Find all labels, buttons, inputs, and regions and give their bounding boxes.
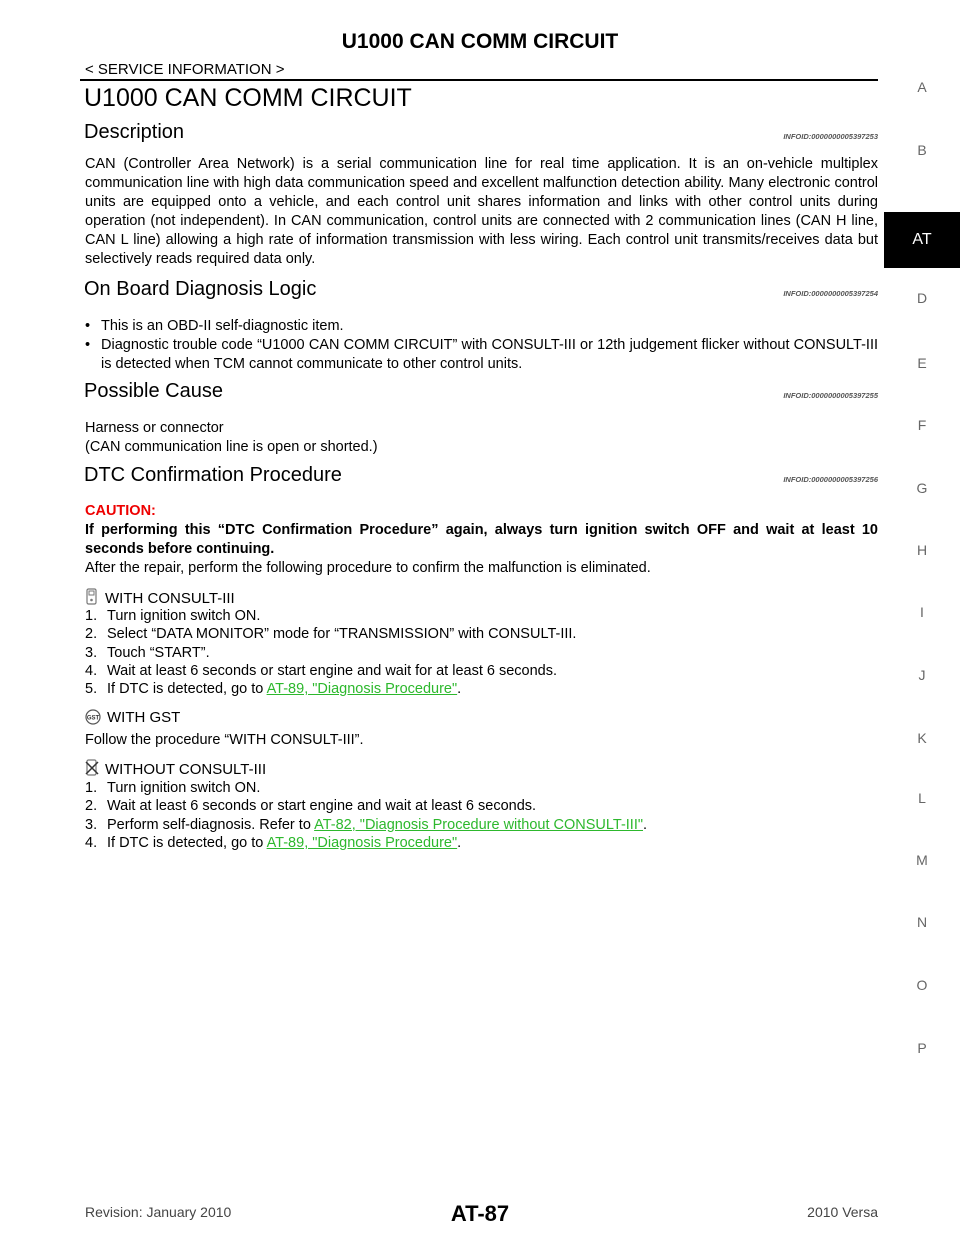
- procedure-title-text: WITH CONSULT-III: [105, 590, 235, 607]
- step-number: 3.: [85, 644, 98, 661]
- section-heading: DTC Confirmation Procedure INFOID:0000000…: [84, 464, 878, 487]
- side-index: M: [916, 852, 928, 868]
- heading-text: DTC Confirmation Procedure: [84, 464, 342, 486]
- step-number: 4.: [85, 662, 98, 679]
- info-id: INFOID:0000000005397253: [783, 132, 878, 141]
- section-heading: Description INFOID:0000000005397253: [84, 121, 878, 144]
- side-index: P: [917, 1040, 927, 1056]
- side-index: N: [916, 914, 928, 930]
- step-text: Perform self-diagnosis. Refer to: [107, 816, 315, 833]
- page-number: AT-87: [450, 1201, 510, 1226]
- step: 1. Turn ignition switch ON.: [85, 607, 878, 625]
- footer-revision: Revision: January 2010: [85, 1204, 232, 1220]
- svg-text:GST: GST: [87, 716, 100, 722]
- caution-label: CAUTION:: [85, 503, 156, 519]
- side-index: B: [917, 142, 927, 158]
- step-number: 4.: [85, 834, 98, 851]
- heading-text: Description: [84, 121, 185, 143]
- step-end: .: [457, 834, 462, 851]
- info-id: INFOID:0000000005397255: [783, 391, 878, 400]
- reference-link[interactable]: AT-89, "Diagnosis Procedure": [266, 681, 458, 698]
- header-section: < SERVICE INFORMATION >: [85, 61, 285, 78]
- caution-block: CAUTION: If performing this “DTC Confirm…: [85, 502, 878, 578]
- reference-link[interactable]: AT-89, "Diagnosis Procedure": [266, 834, 458, 851]
- step: 1. Turn ignition switch ON.: [85, 779, 878, 797]
- step-text: If DTC is detected, go to: [107, 834, 267, 851]
- step: 3. Perform self-diagnosis. Refer to AT-82…: [85, 816, 878, 834]
- intro-text: After the repair, perform the following …: [85, 560, 651, 576]
- side-index: G: [916, 480, 928, 496]
- step-end: .: [457, 681, 462, 698]
- side-index: F: [917, 417, 927, 433]
- step: 4. Wait at least 6 seconds or start engin…: [85, 662, 878, 680]
- step: 5. If DTC is detected, go to AT-89, "Diag…: [85, 680, 878, 698]
- procedure-title: GST WITH GST: [85, 709, 180, 726]
- info-id: INFOID:0000000005397256: [783, 475, 878, 484]
- gst-icon: GST: [85, 709, 101, 725]
- step-list: 1. Turn ignition switch ON. 2. Select “DAT…: [85, 607, 878, 698]
- text-line: (CAN communication line is open or short…: [85, 439, 378, 455]
- heading-text: Possible Cause: [84, 380, 223, 402]
- header-rule: [80, 79, 878, 81]
- step-end: .: [643, 816, 648, 833]
- header-title: U1000 CAN COMM CIRCUIT: [341, 30, 619, 53]
- procedure-title: WITH CONSULT-III: [85, 588, 235, 607]
- side-index: L: [918, 790, 926, 806]
- footer-model: 2010 Versa: [807, 1204, 878, 1220]
- procedure-title-text: WITH GST: [107, 709, 181, 726]
- step-text: Touch “START”.: [107, 644, 210, 661]
- reference-link[interactable]: AT-82, "Diagnosis Procedure without CONS…: [314, 816, 644, 833]
- side-index: O: [916, 977, 928, 993]
- side-index: J: [918, 667, 926, 683]
- info-id: INFOID:0000000005397254: [783, 289, 878, 298]
- step-text: Wait at least 6 seconds or start engine …: [107, 662, 558, 679]
- step-number: 3.: [85, 816, 98, 833]
- step-list: 1. Turn ignition switch ON. 2. Wait at lea…: [85, 779, 878, 852]
- text-line: Follow the procedure “WITH CONSULT-III”.: [85, 732, 364, 748]
- step-number: 5.: [85, 681, 98, 698]
- step-text: If DTC is detected, go to: [107, 681, 267, 698]
- step-number: 1.: [85, 608, 98, 624]
- step-number: 1.: [85, 780, 98, 796]
- side-index: D: [916, 290, 928, 306]
- bullet-list: This is an OBD-II self-diagnostic item. …: [85, 317, 878, 374]
- side-index: H: [916, 542, 928, 558]
- procedure-title-text: WITHOUT CONSULT-III: [105, 761, 267, 778]
- step: 4. If DTC is detected, go to AT-89, "Diag…: [85, 834, 878, 852]
- step: 2. Wait at least 6 seconds or start engin…: [85, 797, 878, 815]
- side-index: E: [917, 355, 927, 371]
- bullet: This is an OBD-II self-diagnostic item.: [85, 317, 878, 336]
- consult-icon: [86, 588, 97, 605]
- step-text: Turn ignition switch ON.: [107, 608, 261, 624]
- without-consult-icon: [85, 759, 99, 776]
- text-block: Harness or connector (CAN communication …: [85, 419, 878, 457]
- heading-text: On Board Diagnosis Logic: [84, 278, 317, 300]
- procedure-title: WITHOUT CONSULT-III: [85, 759, 266, 778]
- side-index-active: AT: [884, 212, 960, 268]
- page-title: U1000 CAN COMM CIRCUIT: [84, 84, 412, 112]
- section-heading: Possible Cause INFOID:0000000005397255: [84, 380, 878, 403]
- step-text: Turn ignition switch ON.: [107, 780, 261, 796]
- paragraph: CAN (Controller Area Network) is a seria…: [85, 156, 878, 267]
- step: 3. Touch “START”.: [85, 644, 878, 662]
- side-index: I: [920, 604, 924, 620]
- section-heading: On Board Diagnosis Logic INFOID:000000000…: [84, 278, 878, 301]
- step-text: Select “DATA MONITOR” mode for “TRANSMIS…: [107, 626, 577, 643]
- caution-text: If performing this “DTC Confirmation Pro…: [85, 522, 878, 557]
- text-line: Harness or connector: [85, 420, 224, 436]
- step-number: 2.: [85, 798, 98, 815]
- step: 2. Select “DATA MONITOR” mode for “TRANSM…: [85, 625, 878, 643]
- step-number: 2.: [85, 626, 98, 643]
- step-text: Wait at least 6 seconds or start engine …: [107, 798, 537, 815]
- bullet: Diagnostic trouble code “U1000 CAN COMM …: [85, 336, 878, 374]
- side-index: A: [917, 79, 927, 95]
- side-index: K: [917, 730, 927, 746]
